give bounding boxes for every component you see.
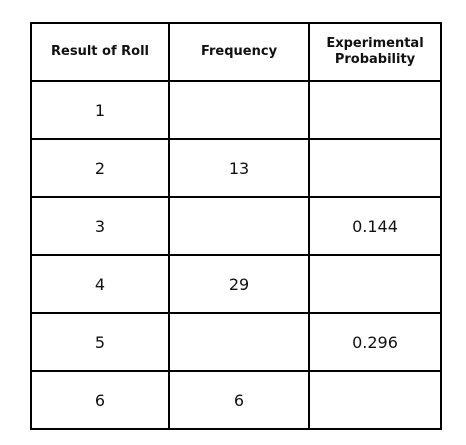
table-cell: 5: [30, 312, 170, 372]
table-row: 2 13: [30, 138, 442, 198]
table-cell: 6: [30, 370, 170, 430]
empty-cell: [308, 80, 442, 140]
table-cell: 29: [168, 254, 310, 314]
table-header: Result of Roll Frequency Experimental Prob…: [30, 22, 442, 82]
header-cell: Frequency: [168, 22, 310, 82]
empty-cell: [168, 80, 310, 140]
table-body: 1 2 13 3 0.144 4 29 5 0.296 6 6: [30, 80, 442, 430]
table-row: 5 0.296: [30, 312, 442, 372]
empty-cell: [308, 254, 442, 314]
table-row: 1: [30, 80, 442, 140]
table-cell: 3: [30, 196, 170, 256]
table-cell: 0.296: [308, 312, 442, 372]
header-cell: Experimental Probability: [308, 22, 442, 82]
table-row: 4 29: [30, 254, 442, 314]
table-cell: 2: [30, 138, 170, 198]
table-cell: 6: [168, 370, 310, 430]
empty-cell: [168, 312, 310, 372]
table-row: 3 0.144: [30, 196, 442, 256]
header-cell: Result of Roll: [30, 22, 170, 82]
probability-table: Result of Roll Frequency Experimental Prob…: [30, 22, 442, 430]
header-row: Result of Roll Frequency Experimental Prob…: [30, 22, 442, 82]
table-cell: 0.144: [308, 196, 442, 256]
table-cell: 4: [30, 254, 170, 314]
table-cell: 1: [30, 80, 170, 140]
empty-cell: [308, 370, 442, 430]
empty-cell: [168, 196, 310, 256]
empty-cell: [308, 138, 442, 198]
table-cell: 13: [168, 138, 310, 198]
